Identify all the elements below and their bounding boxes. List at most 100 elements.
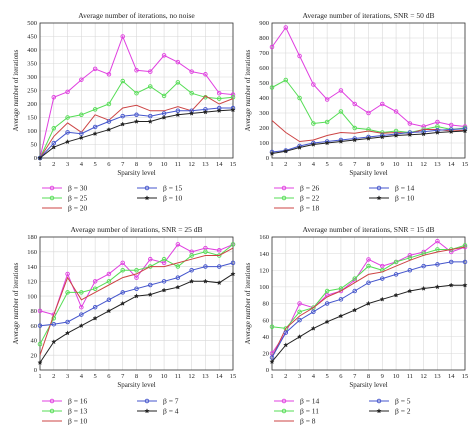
data-point xyxy=(65,271,70,277)
data-point xyxy=(216,280,222,286)
series-1 xyxy=(269,25,468,129)
y-tick-label: 300 xyxy=(27,74,37,81)
data-point xyxy=(134,268,139,273)
data-point xyxy=(92,304,98,310)
data-point xyxy=(189,268,194,273)
chart-title: Average number of iterations, SNR = 50 d… xyxy=(303,11,435,20)
data-point xyxy=(216,90,222,96)
data-point xyxy=(324,97,330,102)
data-point xyxy=(365,135,372,141)
series-3 xyxy=(271,120,466,143)
data-point xyxy=(65,330,71,336)
y-tick-label: 180 xyxy=(27,234,37,241)
legend-item: β = 7 xyxy=(137,397,179,406)
data-point xyxy=(79,112,84,118)
series-4 xyxy=(37,105,236,161)
legend-label: β = 26 xyxy=(300,184,320,193)
x-tick-label: 3 xyxy=(66,161,69,168)
data-point xyxy=(338,313,344,319)
x-tick-label: 8 xyxy=(367,161,370,168)
data-point xyxy=(161,287,167,293)
data-point xyxy=(147,118,153,124)
y-tick-label: 200 xyxy=(259,125,269,132)
series-line xyxy=(39,95,234,159)
y-tick-label: 40 xyxy=(31,338,38,345)
data-point xyxy=(106,127,112,132)
x-tick-label: 14 xyxy=(216,373,223,380)
x-tick-label: 9 xyxy=(381,373,384,380)
x-tick-label: 4 xyxy=(312,373,316,380)
legend-label: β = 10 xyxy=(163,194,183,203)
x-tick-label: 8 xyxy=(367,373,370,380)
data-point xyxy=(51,126,57,131)
x-axis-label: Sparsity level xyxy=(117,169,155,177)
x-tick-label: 11 xyxy=(175,373,181,380)
data-point xyxy=(324,288,330,294)
data-point xyxy=(133,293,140,299)
x-tick-label: 3 xyxy=(66,373,69,380)
data-point xyxy=(120,34,125,39)
data-point xyxy=(175,59,181,65)
y-tick-label: 500 xyxy=(259,80,269,87)
y-tick-label: 120 xyxy=(27,279,37,286)
x-tick-label: 10 xyxy=(161,161,168,168)
data-point xyxy=(338,138,344,144)
data-point xyxy=(134,90,139,96)
x-tick-label: 4 xyxy=(312,161,316,168)
data-point xyxy=(448,282,454,288)
x-tick-label: 6 xyxy=(339,373,343,380)
legend-item: β = 26 xyxy=(274,184,320,193)
data-point xyxy=(421,285,427,291)
series-line xyxy=(39,107,233,159)
data-point xyxy=(269,150,275,156)
series-line xyxy=(271,261,465,358)
data-point xyxy=(283,25,289,30)
x-tick-label: 1 xyxy=(38,373,41,380)
y-tick-label: 160 xyxy=(259,234,269,241)
data-point xyxy=(230,260,236,266)
data-point xyxy=(65,115,70,120)
data-point xyxy=(269,85,275,90)
data-point xyxy=(148,113,153,119)
data-point xyxy=(462,282,468,288)
data-point xyxy=(92,286,98,291)
series-5 xyxy=(37,271,236,365)
data-point xyxy=(175,112,181,118)
data-point xyxy=(366,280,371,285)
x-tick-label: 10 xyxy=(161,373,168,380)
data-point xyxy=(79,304,84,310)
legend-label: β = 16 xyxy=(68,397,88,406)
chart-title: Average number of iterations, SNR = 25 d… xyxy=(71,225,203,234)
legend-item: β = 11 xyxy=(274,407,319,416)
data-point xyxy=(92,315,98,321)
data-point xyxy=(189,69,194,74)
data-point xyxy=(352,307,358,313)
x-tick-label: 2 xyxy=(284,373,287,380)
legend-label: β = 2 xyxy=(395,407,411,416)
legend-label: β = 5 xyxy=(395,397,411,406)
series-3 xyxy=(39,247,234,356)
data-point xyxy=(120,260,125,266)
data-point xyxy=(189,90,194,96)
data-point xyxy=(379,134,385,140)
data-point xyxy=(435,238,440,244)
x-tick-label: 15 xyxy=(230,161,237,168)
data-point xyxy=(37,359,43,365)
data-point xyxy=(79,77,84,82)
data-point xyxy=(269,44,275,50)
data-point xyxy=(297,144,303,150)
data-point xyxy=(37,155,43,161)
series-5 xyxy=(269,128,468,156)
x-tick-label: 4 xyxy=(80,161,84,168)
data-point xyxy=(106,72,112,77)
x-tick-label: 3 xyxy=(298,373,301,380)
x-tick-label: 14 xyxy=(448,373,455,380)
series-line xyxy=(271,244,466,329)
legend-item: β = 15 xyxy=(137,184,183,193)
x-tick-label: 7 xyxy=(353,161,357,168)
y-tick-label: 0 xyxy=(266,367,269,374)
series-5 xyxy=(37,107,236,161)
legend-item: β = 25 xyxy=(42,194,88,203)
legend-label: β = 30 xyxy=(68,184,88,193)
data-point xyxy=(106,308,112,314)
